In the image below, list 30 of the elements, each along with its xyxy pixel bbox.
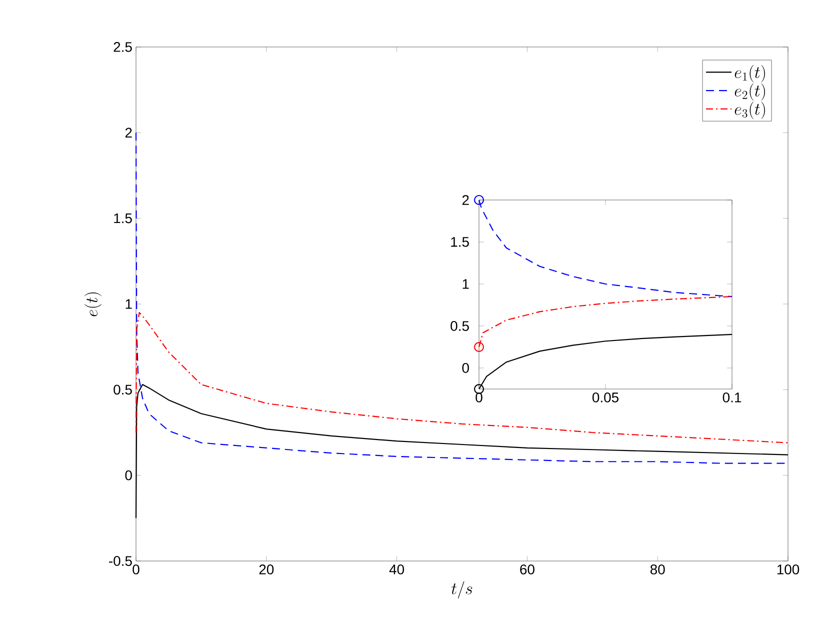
legend-label: $e_3(t)$ xyxy=(734,102,765,119)
y-axis-title: $e(t)$ xyxy=(84,292,102,316)
x-tick-label: 40 xyxy=(389,564,404,574)
line-series xyxy=(478,199,733,298)
legend-label: $e_1(t)$ xyxy=(734,65,765,82)
y-tick-label: 1 xyxy=(462,279,469,289)
point xyxy=(474,194,484,206)
y-tick-label: 1.5 xyxy=(451,237,469,247)
y-tick-label: 0.5 xyxy=(450,321,469,331)
y-tick-label: 2.5 xyxy=(114,42,132,52)
x-tick-label: 60 xyxy=(520,564,534,574)
x-tick-label: 0.1 xyxy=(722,392,742,402)
y-tick-label: 0 xyxy=(462,363,469,373)
x-tick-label: 80 xyxy=(650,564,665,574)
x-tick-label: 20 xyxy=(259,564,274,574)
x-tick-label: 0 xyxy=(132,564,140,574)
x-axis-title: $t/s$ xyxy=(451,581,472,598)
line-series xyxy=(478,334,733,390)
x-tick-label: 0.05 xyxy=(592,392,618,402)
y-tick-label: 0 xyxy=(125,470,132,480)
legend-label: $e_2(t)$ xyxy=(734,83,765,101)
y-tick-label: 0.5 xyxy=(114,384,132,395)
y-tick-label: 2 xyxy=(462,195,469,205)
x-tick-label: 100 xyxy=(777,564,800,574)
y-tick-label: -0.5 xyxy=(109,556,132,566)
y-tick-label: 1.5 xyxy=(114,213,132,224)
y-tick-label: 1 xyxy=(126,299,132,309)
point xyxy=(474,342,484,352)
y-tick-label: 2 xyxy=(125,128,132,138)
line-series xyxy=(478,296,733,348)
